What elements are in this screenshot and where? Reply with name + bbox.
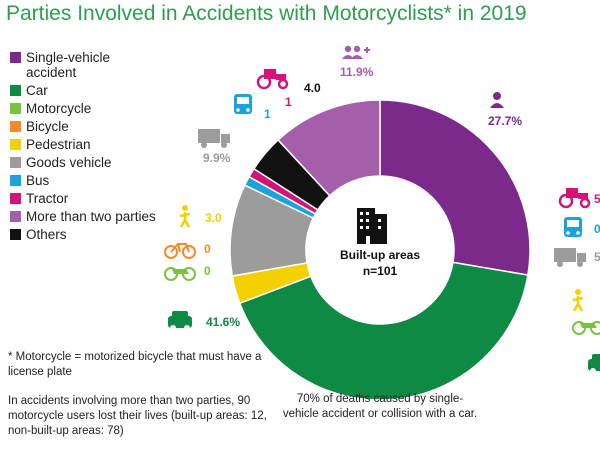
legend-item: Goods vehicle xyxy=(8,155,158,170)
legend-swatch xyxy=(10,85,21,96)
legend-label: Pedestrian xyxy=(26,137,91,152)
legend-label: Car xyxy=(26,83,48,98)
chart-title: Parties Involved in Accidents with Motor… xyxy=(6,2,527,25)
legend-item: Others xyxy=(8,227,158,242)
legend-item: Bicycle xyxy=(8,119,158,134)
legend-label: Tractor xyxy=(26,191,69,206)
partial-label: 5 xyxy=(594,192,600,206)
slice-more-than-two-parties xyxy=(277,99,381,197)
slice-label-single-vehicle-accident: 27.7% xyxy=(488,114,522,128)
legend-label: Motorcycle xyxy=(26,101,92,116)
bus-icon xyxy=(234,94,252,114)
chart-caption: 70% of deaths caused by single-vehicle a… xyxy=(282,393,478,420)
slice-label-motorcycle: 0 xyxy=(204,264,211,278)
legend-item: Tractor xyxy=(8,191,158,206)
partial-second-chart: 5 0 5 xyxy=(594,192,600,264)
motorcycle-icon xyxy=(572,321,600,335)
legend: Single-vehicle accident Car Motorcycle B… xyxy=(8,50,158,245)
legend-item: Pedestrian xyxy=(8,137,158,152)
tractor-icon xyxy=(558,188,591,209)
bicycle-icon xyxy=(164,243,196,259)
parties-note: In accidents involving more than two par… xyxy=(8,395,267,437)
center-sample-size: n=101 xyxy=(363,264,398,278)
slice-label-bicycle: 0 xyxy=(204,242,211,256)
partial-label: 0 xyxy=(594,222,600,236)
legend-swatch xyxy=(10,157,21,168)
legend-label: More than two parties xyxy=(26,209,156,224)
legend-swatch xyxy=(10,52,21,63)
legend-label: Bicycle xyxy=(26,119,69,134)
center-title: Built-up areas xyxy=(340,248,420,262)
slice-label-more-than-two-parties: 11.9% xyxy=(340,65,374,79)
legend-swatch xyxy=(10,193,21,204)
slice-label-car: 41.6% xyxy=(206,315,240,329)
truck-icon xyxy=(554,248,586,267)
slice-label-goods-vehicle: 9.9% xyxy=(203,151,231,165)
legend-swatch xyxy=(10,229,21,240)
pedestrian-icon xyxy=(179,205,191,228)
legend-item: Single-vehicle accident xyxy=(8,50,158,80)
bus-icon xyxy=(564,217,582,237)
person-icon xyxy=(490,92,504,108)
legend-swatch xyxy=(10,121,21,132)
pedestrian-icon xyxy=(572,289,584,312)
tractor-icon xyxy=(256,69,289,90)
legend-swatch xyxy=(10,175,21,186)
partial-label: 5 xyxy=(594,250,600,264)
legend-label: Others xyxy=(26,227,67,242)
legend-item: Motorcycle xyxy=(8,101,158,116)
legend-item: More than two parties xyxy=(8,209,158,224)
car-icon xyxy=(588,354,600,374)
legend-swatch xyxy=(10,103,21,114)
donut-slices xyxy=(229,99,531,401)
legend-swatch xyxy=(10,211,21,222)
car-icon xyxy=(168,311,192,331)
motorcycle-icon xyxy=(164,267,196,281)
legend-label: Bus xyxy=(26,173,50,188)
slice-car xyxy=(238,261,529,401)
footnote: * Motorcycle = motorized bicycle that mu… xyxy=(8,351,262,378)
legend-label: Single-vehicle accident xyxy=(26,50,111,80)
legend-label: Goods vehicle xyxy=(26,155,112,170)
slice-single-vehicle-accident xyxy=(379,99,531,276)
building-icon xyxy=(357,208,387,244)
slice-label-bus: 1 xyxy=(264,107,271,121)
group-icon xyxy=(342,45,370,59)
legend-swatch xyxy=(10,139,21,150)
slice-label-pedestrian: 3.0 xyxy=(205,211,222,225)
legend-item: Car xyxy=(8,83,158,98)
slice-label-tractor: 1 xyxy=(285,95,292,109)
slice-label-others: 4.0 xyxy=(304,81,321,95)
truck-icon xyxy=(198,129,230,148)
slice-labels: 27.7% 41.6% 0 0 3.0 9.9% 11 4.0 11.9% xyxy=(203,65,522,329)
slice-icons xyxy=(164,45,600,374)
legend-item: Bus xyxy=(8,173,158,188)
